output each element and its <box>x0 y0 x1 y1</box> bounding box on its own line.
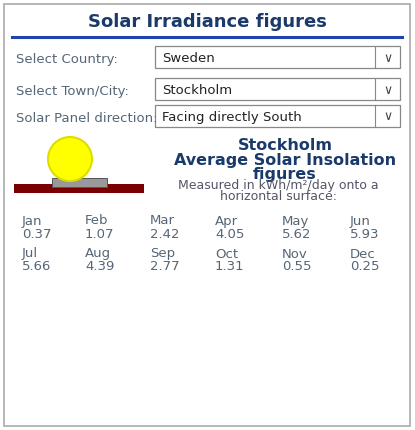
Text: 4.05: 4.05 <box>215 227 244 240</box>
Text: 2.42: 2.42 <box>150 227 180 240</box>
Text: Dec: Dec <box>350 247 376 260</box>
Text: Jan: Jan <box>22 214 42 227</box>
Text: Stockholm: Stockholm <box>162 83 232 96</box>
Text: 1.07: 1.07 <box>85 227 115 240</box>
Circle shape <box>48 138 92 181</box>
Text: Solar Panel direction:: Solar Panel direction: <box>16 111 158 124</box>
FancyBboxPatch shape <box>52 178 107 187</box>
FancyBboxPatch shape <box>155 106 400 128</box>
Text: 5.62: 5.62 <box>282 227 312 240</box>
Text: ∨: ∨ <box>383 110 393 123</box>
Text: Jul: Jul <box>22 247 38 260</box>
Text: Sweden: Sweden <box>162 51 215 64</box>
Text: Average Solar Insolation: Average Solar Insolation <box>174 153 396 168</box>
Text: May: May <box>282 214 309 227</box>
Text: 0.25: 0.25 <box>350 260 379 273</box>
Text: Sep: Sep <box>150 247 175 260</box>
Text: horizontal surface:: horizontal surface: <box>220 190 337 203</box>
Text: Select Town/City:: Select Town/City: <box>16 84 129 97</box>
Text: ∨: ∨ <box>383 51 393 64</box>
FancyBboxPatch shape <box>155 47 400 69</box>
Text: Mar: Mar <box>150 214 175 227</box>
Text: Feb: Feb <box>85 214 108 227</box>
Text: Solar Irradiance figures: Solar Irradiance figures <box>88 13 327 31</box>
Text: Stockholm: Stockholm <box>237 138 332 153</box>
Text: 2.77: 2.77 <box>150 260 180 273</box>
Text: Aug: Aug <box>85 247 111 260</box>
Text: 0.55: 0.55 <box>282 260 312 273</box>
Text: Nov: Nov <box>282 247 308 260</box>
Text: Oct: Oct <box>215 247 238 260</box>
Text: Apr: Apr <box>215 214 238 227</box>
Text: 1.31: 1.31 <box>215 260 244 273</box>
FancyBboxPatch shape <box>14 184 144 194</box>
Text: Jun: Jun <box>350 214 371 227</box>
Text: ∨: ∨ <box>383 83 393 96</box>
Text: 5.66: 5.66 <box>22 260 51 273</box>
Text: 5.93: 5.93 <box>350 227 379 240</box>
Text: Select Country:: Select Country: <box>16 52 118 65</box>
Text: 4.39: 4.39 <box>85 260 115 273</box>
Text: 0.37: 0.37 <box>22 227 51 240</box>
Text: figures: figures <box>253 167 317 182</box>
FancyBboxPatch shape <box>4 5 410 426</box>
Text: Measured in kWh/m²/day onto a: Measured in kWh/m²/day onto a <box>178 178 378 191</box>
FancyBboxPatch shape <box>155 79 400 101</box>
Text: Facing directly South: Facing directly South <box>162 110 302 123</box>
